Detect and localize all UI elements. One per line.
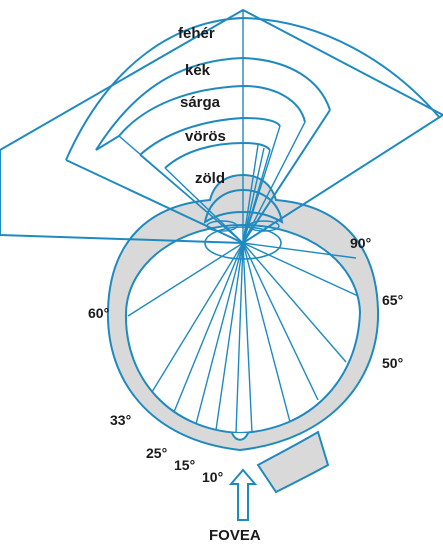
- field-label-white: fehér: [178, 25, 215, 42]
- projection-rays: [127, 121, 359, 434]
- field-yellow-outline: [95, 84, 306, 151]
- field-red-outline: [139, 116, 281, 156]
- ray: [215, 242, 244, 431]
- ray: [173, 242, 244, 413]
- field-white-outline: [0, 8, 443, 244]
- ray: [195, 242, 244, 425]
- field-label-blue: kék: [185, 62, 211, 79]
- ray: [242, 242, 253, 434]
- angle-label-90: 90°: [350, 235, 371, 251]
- ray: [139, 154, 244, 244]
- ray: [164, 167, 244, 244]
- fovea-pit: [231, 432, 249, 441]
- ray: [242, 242, 347, 363]
- fovea-arrow: [228, 468, 258, 521]
- ray: [242, 242, 291, 423]
- ray: [151, 242, 244, 393]
- field-blue-arc: [95, 56, 331, 151]
- field-label-green: zöld: [195, 170, 225, 187]
- field-green-outline: [164, 141, 271, 169]
- angle-label-65: 65°: [382, 292, 403, 308]
- ray: [235, 242, 244, 434]
- field-white-arc: [65, 16, 441, 161]
- ray: [242, 242, 319, 401]
- field-label-yellow: sárga: [180, 94, 221, 111]
- optic-nerve: [256, 430, 330, 494]
- ray: [242, 242, 357, 259]
- ray: [242, 121, 306, 244]
- angle-label-25: 25°: [146, 445, 167, 461]
- ray: [242, 147, 265, 244]
- angle-label-10: 10°: [202, 469, 223, 485]
- ray: [242, 125, 281, 244]
- ray: [127, 242, 244, 317]
- angle-label-33: 33°: [110, 412, 131, 428]
- fovea-label: FOVEA: [209, 527, 261, 544]
- ray: [242, 144, 259, 244]
- angle-label-60: 60°: [88, 305, 109, 321]
- ray: [242, 242, 359, 297]
- angle-label-15: 15°: [174, 457, 195, 473]
- angle-label-50: 50°: [382, 355, 403, 371]
- field-label-red: vörös: [185, 128, 226, 145]
